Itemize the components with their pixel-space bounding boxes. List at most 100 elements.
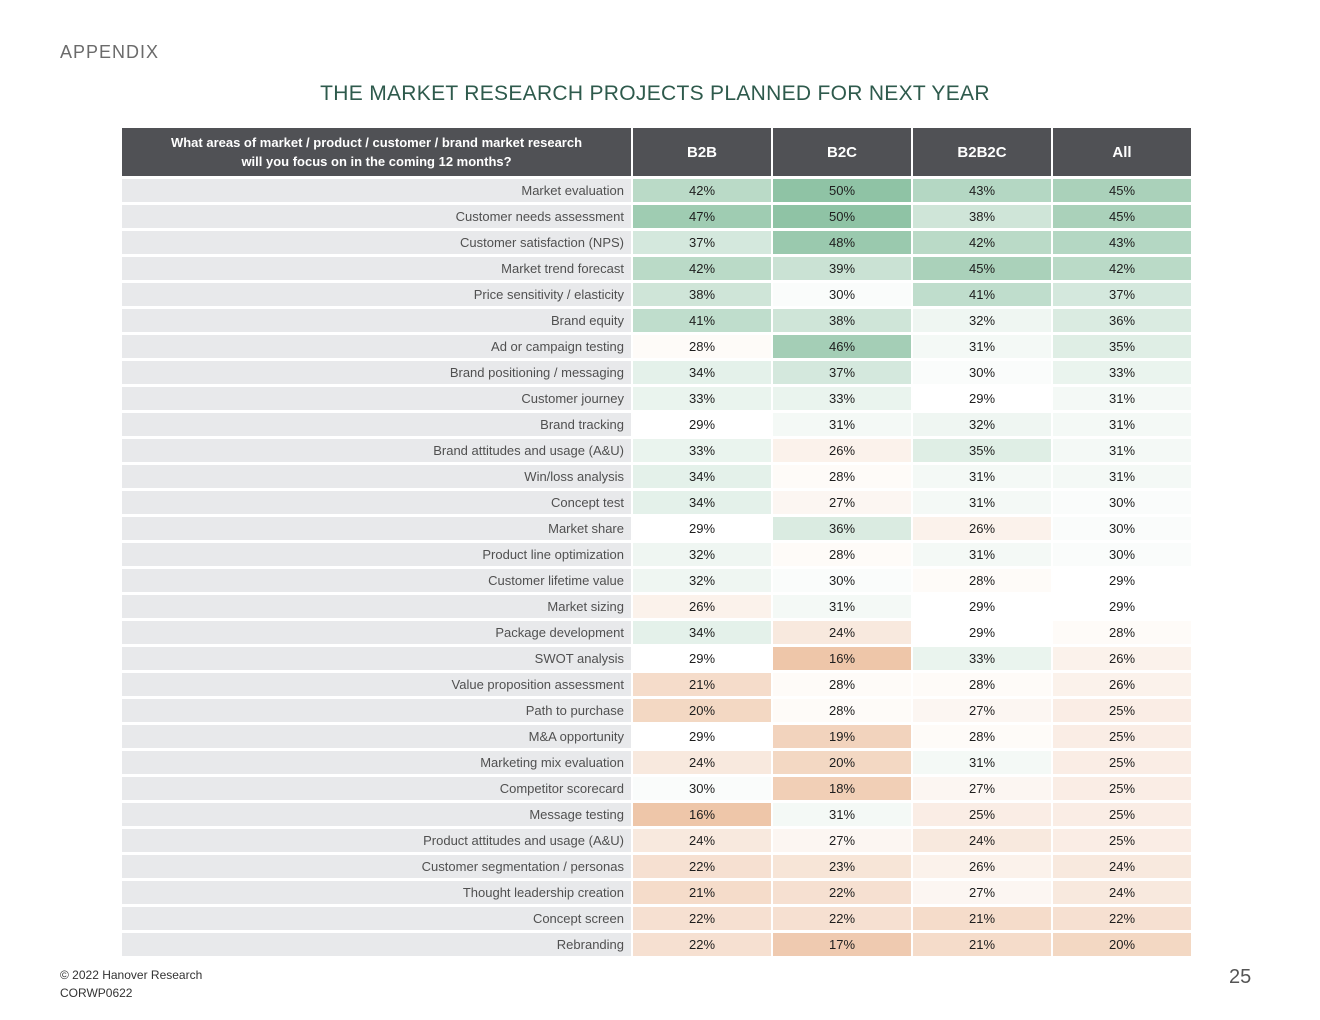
table-row: Concept screen 22% 22% 21% 22% bbox=[122, 907, 1191, 930]
value-cell-b2c: 50% bbox=[773, 205, 911, 228]
value-cell-all: 37% bbox=[1053, 283, 1191, 306]
value-cell-b2b: 26% bbox=[633, 595, 771, 618]
table-row: Value proposition assessment 21% 28% 28% 26% bbox=[122, 673, 1191, 696]
row-label: Brand positioning / messaging bbox=[122, 361, 631, 384]
heatmap-table: What areas of market / product / custome… bbox=[120, 125, 1193, 959]
value-cell-b2c: 30% bbox=[773, 283, 911, 306]
value-cell-all: 22% bbox=[1053, 907, 1191, 930]
value-cell-all: 24% bbox=[1053, 881, 1191, 904]
value-cell-b2c: 22% bbox=[773, 907, 911, 930]
value-cell-b2b: 41% bbox=[633, 309, 771, 332]
value-cell-b2b: 34% bbox=[633, 621, 771, 644]
section-label: APPENDIX bbox=[60, 42, 160, 62]
table-row: Customer segmentation / personas 22% 23% 26… bbox=[122, 855, 1191, 878]
row-label: Ad or campaign testing bbox=[122, 335, 631, 358]
value-cell-b2b2c: 33% bbox=[913, 647, 1051, 670]
value-cell-b2b: 16% bbox=[633, 803, 771, 826]
document-code: CORWP0622 bbox=[60, 986, 133, 1000]
value-cell-b2c: 36% bbox=[773, 517, 911, 540]
value-cell-b2b: 34% bbox=[633, 465, 771, 488]
value-cell-b2c: 28% bbox=[773, 673, 911, 696]
value-cell-b2b2c: 26% bbox=[913, 517, 1051, 540]
value-cell-b2b: 34% bbox=[633, 361, 771, 384]
value-cell-b2c: 28% bbox=[773, 699, 911, 722]
value-cell-b2c: 27% bbox=[773, 491, 911, 514]
table-row: M&A opportunity 29% 19% 28% 25% bbox=[122, 725, 1191, 748]
value-cell-b2b2c: 38% bbox=[913, 205, 1051, 228]
column-header-b2c: B2C bbox=[773, 128, 911, 176]
row-label: Customer lifetime value bbox=[122, 569, 631, 592]
value-cell-b2b: 20% bbox=[633, 699, 771, 722]
value-cell-b2b: 42% bbox=[633, 257, 771, 280]
table-row: Package development 34% 24% 29% 28% bbox=[122, 621, 1191, 644]
column-header-b2b: B2B bbox=[633, 128, 771, 176]
row-label: Customer needs assessment bbox=[122, 205, 631, 228]
row-label: Customer segmentation / personas bbox=[122, 855, 631, 878]
value-cell-b2b2c: 41% bbox=[913, 283, 1051, 306]
column-header-all: All bbox=[1053, 128, 1191, 176]
row-label: M&A opportunity bbox=[122, 725, 631, 748]
value-cell-b2b: 33% bbox=[633, 387, 771, 410]
value-cell-b2c: 20% bbox=[773, 751, 911, 774]
value-cell-b2c: 38% bbox=[773, 309, 911, 332]
value-cell-b2c: 39% bbox=[773, 257, 911, 280]
value-cell-b2b: 22% bbox=[633, 907, 771, 930]
row-label: Market sizing bbox=[122, 595, 631, 618]
value-cell-b2b2c: 31% bbox=[913, 465, 1051, 488]
value-cell-all: 43% bbox=[1053, 231, 1191, 254]
row-label: Win/loss analysis bbox=[122, 465, 631, 488]
value-cell-b2c: 31% bbox=[773, 413, 911, 436]
value-cell-all: 28% bbox=[1053, 621, 1191, 644]
value-cell-b2b2c: 28% bbox=[913, 569, 1051, 592]
table-row: Marketing mix evaluation 24% 20% 31% 25% bbox=[122, 751, 1191, 774]
value-cell-b2b2c: 24% bbox=[913, 829, 1051, 852]
value-cell-b2b: 24% bbox=[633, 751, 771, 774]
value-cell-all: 45% bbox=[1053, 179, 1191, 202]
value-cell-b2b: 32% bbox=[633, 569, 771, 592]
table-row: Win/loss analysis 34% 28% 31% 31% bbox=[122, 465, 1191, 488]
value-cell-b2b2c: 31% bbox=[913, 543, 1051, 566]
value-cell-b2c: 33% bbox=[773, 387, 911, 410]
value-cell-b2b: 37% bbox=[633, 231, 771, 254]
copyright: © 2022 Hanover Research bbox=[60, 968, 203, 982]
table-row: Market sizing 26% 31% 29% 29% bbox=[122, 595, 1191, 618]
value-cell-b2c: 48% bbox=[773, 231, 911, 254]
value-cell-b2b2c: 27% bbox=[913, 699, 1051, 722]
value-cell-b2b: 47% bbox=[633, 205, 771, 228]
value-cell-b2b2c: 45% bbox=[913, 257, 1051, 280]
value-cell-b2c: 27% bbox=[773, 829, 911, 852]
value-cell-b2b2c: 35% bbox=[913, 439, 1051, 462]
value-cell-b2c: 26% bbox=[773, 439, 911, 462]
value-cell-all: 25% bbox=[1053, 777, 1191, 800]
value-cell-b2c: 28% bbox=[773, 543, 911, 566]
value-cell-b2c: 31% bbox=[773, 595, 911, 618]
value-cell-b2b2c: 26% bbox=[913, 855, 1051, 878]
row-label: Concept screen bbox=[122, 907, 631, 930]
table-row: Market evaluation 42% 50% 43% 45% bbox=[122, 179, 1191, 202]
row-label: Customer satisfaction (NPS) bbox=[122, 231, 631, 254]
value-cell-b2b: 30% bbox=[633, 777, 771, 800]
value-cell-all: 31% bbox=[1053, 413, 1191, 436]
value-cell-b2b: 29% bbox=[633, 647, 771, 670]
value-cell-b2c: 16% bbox=[773, 647, 911, 670]
row-label: Competitor scorecard bbox=[122, 777, 631, 800]
value-cell-b2b: 21% bbox=[633, 673, 771, 696]
value-cell-b2c: 30% bbox=[773, 569, 911, 592]
value-cell-all: 25% bbox=[1053, 803, 1191, 826]
value-cell-b2b2c: 31% bbox=[913, 751, 1051, 774]
table-row: Customer satisfaction (NPS) 37% 48% 42% 43% bbox=[122, 231, 1191, 254]
row-label: Market share bbox=[122, 517, 631, 540]
table-row: Market trend forecast 42% 39% 45% 42% bbox=[122, 257, 1191, 280]
page-number: 25 bbox=[1229, 966, 1252, 988]
row-label: Product line optimization bbox=[122, 543, 631, 566]
row-label: Customer journey bbox=[122, 387, 631, 410]
value-cell-b2c: 24% bbox=[773, 621, 911, 644]
row-label: Package development bbox=[122, 621, 631, 644]
value-cell-b2b: 33% bbox=[633, 439, 771, 462]
table-body: Market evaluation 42% 50% 43% 45% Customer ne… bbox=[122, 179, 1191, 956]
footer: © 2022 Hanover Research CORWP0622 bbox=[60, 966, 202, 1002]
row-label: Market trend forecast bbox=[122, 257, 631, 280]
table-row: Brand tracking 29% 31% 32% 31% bbox=[122, 413, 1191, 436]
value-cell-all: 31% bbox=[1053, 465, 1191, 488]
row-label: Price sensitivity / elasticity bbox=[122, 283, 631, 306]
